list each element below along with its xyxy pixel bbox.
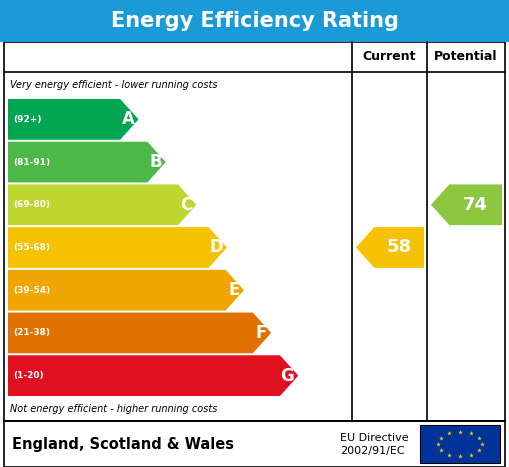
Polygon shape: [8, 184, 196, 225]
Text: Very energy efficient - lower running costs: Very energy efficient - lower running co…: [10, 80, 217, 90]
Text: (69-80): (69-80): [13, 200, 50, 209]
Text: Current: Current: [363, 50, 416, 64]
Text: (81-91): (81-91): [13, 157, 50, 167]
Text: (1-20): (1-20): [13, 371, 44, 380]
Text: (55-68): (55-68): [13, 243, 50, 252]
Text: 2002/91/EC: 2002/91/EC: [340, 446, 405, 456]
Bar: [4, 421, 505, 467]
Polygon shape: [431, 184, 502, 225]
Text: Not energy efficient - higher running costs: Not energy efficient - higher running co…: [10, 404, 217, 414]
Text: 58: 58: [387, 239, 412, 256]
Polygon shape: [8, 355, 298, 396]
Polygon shape: [8, 312, 271, 354]
Text: EU Directive: EU Directive: [340, 433, 409, 443]
Text: F: F: [256, 324, 267, 342]
Text: G: G: [280, 367, 294, 385]
Text: (39-54): (39-54): [13, 286, 50, 295]
Polygon shape: [356, 227, 424, 268]
Text: (92+): (92+): [13, 115, 42, 124]
Text: A: A: [122, 110, 134, 128]
Bar: [0, 0, 509, 42]
Bar: [4, 42, 505, 421]
Text: Energy Efficiency Rating: Energy Efficiency Rating: [110, 11, 399, 31]
Polygon shape: [8, 270, 244, 311]
Text: Potential: Potential: [434, 50, 498, 64]
Text: B: B: [149, 153, 162, 171]
Text: England, Scotland & Wales: England, Scotland & Wales: [12, 437, 234, 452]
Polygon shape: [8, 227, 227, 268]
Polygon shape: [8, 99, 138, 140]
Text: E: E: [229, 281, 240, 299]
Text: D: D: [209, 239, 223, 256]
Text: C: C: [180, 196, 192, 214]
Text: 74: 74: [463, 196, 488, 214]
Text: (21-38): (21-38): [13, 328, 50, 338]
Polygon shape: [8, 142, 166, 183]
Bar: [420, 425, 500, 463]
